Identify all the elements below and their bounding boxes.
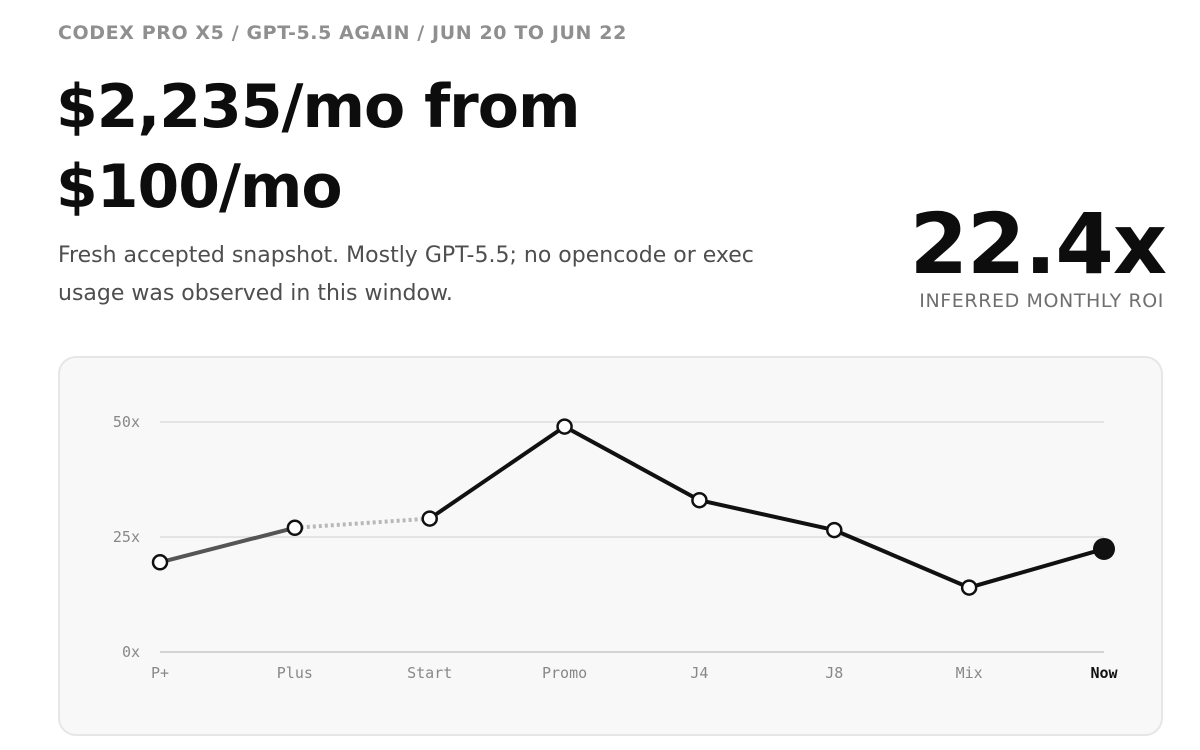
- x-tick-label: P+: [151, 664, 169, 682]
- y-tick-label: 50x: [113, 413, 140, 431]
- chart-card: 0x 25x 50x P+ Plus Start Promo J4 J8 Mix Now: [58, 356, 1163, 736]
- x-tick-label: Start: [407, 664, 452, 682]
- page-title: $2,235/mo from $100/mo: [56, 72, 581, 222]
- x-tick-label: Now: [1090, 664, 1118, 682]
- data-point: [286, 519, 304, 537]
- x-tick-label: Promo: [542, 664, 587, 682]
- roi-value: 22.4x: [909, 195, 1167, 293]
- series-line-segment: [427, 424, 1106, 590]
- x-tick-label: Plus: [277, 664, 313, 682]
- data-point: [556, 418, 573, 435]
- x-tick-label: J8: [825, 664, 843, 682]
- data-point-current: [1093, 537, 1115, 560]
- roi-line-chart: 0x 25x 50x P+ Plus Start Promo J4 J8 Mix Now: [113, 413, 1119, 682]
- page-description: Fresh accepted snapshot. Mostly GPT-5.5;…: [58, 243, 754, 307]
- data-point: [826, 521, 843, 539]
- page-kicker: CODEX PRO X5 / GPT-5.5 AGAIN / JUN 20 TO…: [58, 22, 627, 44]
- roi-label: INFERRED MONTHLY ROI: [919, 290, 1164, 312]
- series-line-segment: [294, 516, 430, 530]
- series-line-segment: [158, 525, 297, 565]
- x-tick-label: J4: [690, 664, 708, 682]
- data-point: [151, 554, 169, 571]
- data-point: [691, 491, 708, 509]
- y-tick-label: 25x: [113, 528, 140, 546]
- y-tick-label: 0x: [122, 643, 140, 661]
- data-point: [421, 510, 438, 527]
- x-tick-label: Mix: [956, 664, 983, 682]
- data-point: [960, 579, 978, 596]
